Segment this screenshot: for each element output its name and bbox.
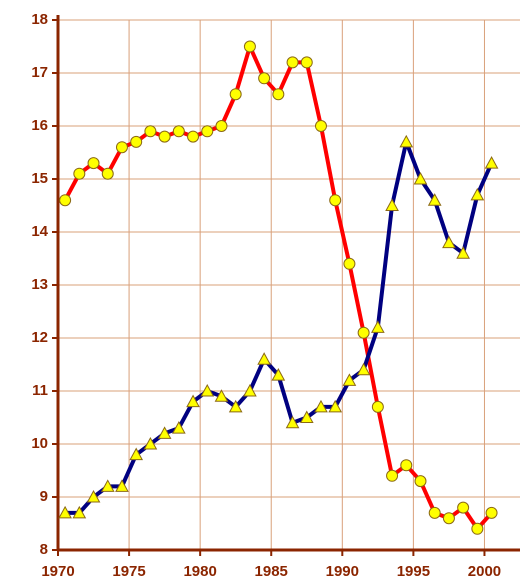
y-tick-label: 14 <box>31 223 48 240</box>
marker <box>130 135 143 148</box>
marker <box>214 389 229 402</box>
marker <box>158 130 171 143</box>
marker <box>200 383 215 397</box>
y-tick-label: 18 <box>31 11 48 28</box>
marker <box>143 436 158 450</box>
x-tick-label: 2000 <box>468 563 501 580</box>
marker <box>300 56 313 69</box>
y-tick-label: 16 <box>31 117 48 134</box>
marker <box>343 257 356 270</box>
marker <box>201 125 214 138</box>
y-tick-label: 13 <box>31 276 48 293</box>
marker <box>59 194 72 207</box>
marker <box>427 193 442 206</box>
marker <box>58 505 72 519</box>
marker <box>356 362 371 376</box>
x-tick-label: 1975 <box>112 563 145 580</box>
y-tick-label: 17 <box>31 64 48 81</box>
marker <box>100 479 115 492</box>
marker <box>457 501 470 514</box>
marker <box>385 198 399 211</box>
x-tick-label: 1980 <box>183 563 216 580</box>
marker <box>314 120 327 132</box>
marker <box>101 167 114 180</box>
marker <box>272 88 285 101</box>
marker <box>386 469 399 482</box>
marker <box>442 235 456 249</box>
marker <box>87 157 100 170</box>
marker <box>357 326 370 339</box>
marker <box>215 120 228 132</box>
y-tick-label: 8 <box>40 541 48 558</box>
marker <box>299 410 314 423</box>
marker <box>314 399 328 413</box>
marker <box>484 156 499 169</box>
marker <box>456 246 470 259</box>
marker <box>171 421 186 434</box>
marker <box>243 383 257 397</box>
y-tick-label: 10 <box>31 435 48 452</box>
marker <box>328 399 343 413</box>
marker <box>285 415 300 429</box>
x-tick-label: 1990 <box>326 563 359 580</box>
marker <box>485 506 498 519</box>
marker <box>115 141 128 154</box>
marker <box>144 125 157 138</box>
x-tick-label: 1995 <box>397 563 430 580</box>
marker <box>73 167 86 180</box>
marker <box>399 134 414 148</box>
marker <box>400 459 413 472</box>
marker <box>257 352 271 365</box>
marker <box>428 506 441 519</box>
marker <box>86 489 101 503</box>
marker <box>228 399 243 413</box>
marker <box>258 72 271 85</box>
marker <box>414 475 427 488</box>
y-tick-label: 11 <box>32 382 48 399</box>
marker <box>286 56 299 69</box>
marker <box>371 400 384 413</box>
x-tick-label: 1970 <box>41 563 74 580</box>
marker <box>115 479 129 492</box>
marker <box>172 125 185 138</box>
marker <box>329 194 342 207</box>
marker <box>470 187 485 201</box>
marker <box>129 447 144 461</box>
marker <box>229 88 242 101</box>
marker <box>371 320 385 333</box>
marker <box>72 505 87 519</box>
x-tick-label: 1985 <box>255 563 288 580</box>
y-tick-label: 15 <box>31 170 48 187</box>
marker <box>471 522 484 535</box>
marker <box>413 171 428 185</box>
marker <box>342 373 357 386</box>
marker <box>442 512 455 525</box>
marker <box>243 40 256 53</box>
marker <box>271 368 286 381</box>
y-tick-label: 9 <box>40 488 48 505</box>
marker <box>157 426 172 439</box>
marker <box>187 130 200 143</box>
marker <box>186 394 200 408</box>
y-tick-label: 12 <box>31 329 48 346</box>
